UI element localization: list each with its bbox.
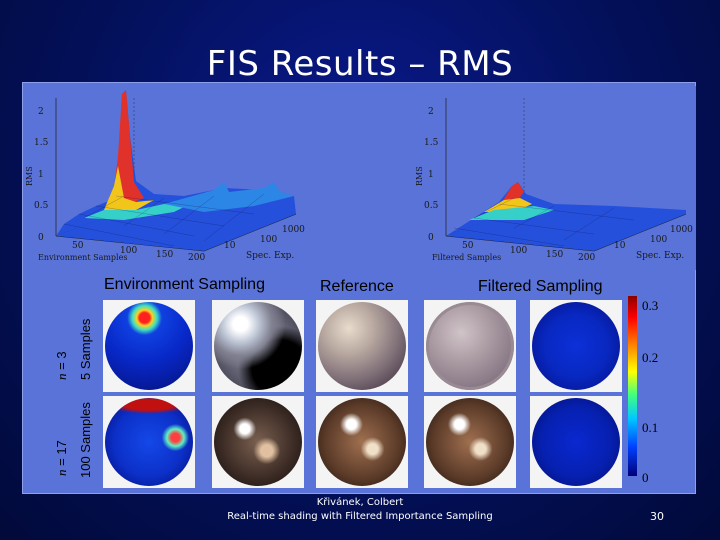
footer-authors: Křivánek, Colbert bbox=[316, 497, 404, 508]
sphere-error-filtered bbox=[532, 398, 620, 486]
footer-paper-title: Real-time shading with Filtered Importan… bbox=[227, 511, 493, 522]
sphere-cell bbox=[424, 300, 516, 392]
column-label-ref: Reference bbox=[320, 278, 394, 295]
z-axis-label: RMS bbox=[25, 166, 34, 186]
sphere-error-filtered bbox=[532, 302, 620, 390]
slide-title: FIS Results – RMS bbox=[206, 44, 514, 84]
sphere-error-env bbox=[105, 302, 193, 390]
row-label-100-samples: 100 Samples bbox=[78, 402, 93, 478]
y-tick: 100 bbox=[650, 235, 667, 245]
sphere-render-filtered bbox=[426, 302, 514, 390]
z-tick: 1 bbox=[428, 170, 434, 180]
page-number: 30 bbox=[650, 510, 664, 523]
y-tick: 1000 bbox=[282, 225, 305, 235]
x-tick: 50 bbox=[462, 241, 474, 251]
plot-env-sampling: 0 0.5 1 1.5 2 RMS 50 100 150 200 Environ… bbox=[24, 86, 306, 270]
sphere-cell bbox=[424, 396, 516, 488]
x-tick: 200 bbox=[578, 253, 595, 263]
z-axis-label: RMS bbox=[415, 166, 424, 186]
plot-filtered-sampling: 0 0.5 1 1.5 2 RMS 50 100 150 200 Filtere… bbox=[414, 86, 696, 270]
x-tick: 150 bbox=[156, 250, 173, 260]
z-tick: 0.5 bbox=[34, 201, 49, 211]
z-tick: 2 bbox=[38, 107, 44, 117]
x-tick: 50 bbox=[72, 241, 84, 251]
x-tick: 100 bbox=[120, 246, 137, 256]
z-tick: 0.5 bbox=[424, 201, 439, 211]
colorbar-tick: 0.3 bbox=[642, 298, 659, 313]
z-tick: 1.5 bbox=[424, 138, 439, 148]
x-axis-label: Environment Samples bbox=[38, 253, 127, 262]
row-label-n17: n = 17 bbox=[54, 440, 70, 476]
z-tick: 1 bbox=[38, 170, 44, 180]
column-label-filtered: Filtered Sampling bbox=[478, 278, 603, 295]
y-axis-label: Spec. Exp. bbox=[636, 251, 684, 261]
z-tick: 2 bbox=[428, 107, 434, 117]
y-axis-label: Spec. Exp. bbox=[246, 251, 294, 261]
sphere-render-env bbox=[214, 302, 302, 390]
colorbar-tick: 0.2 bbox=[642, 350, 659, 365]
z-tick: 0 bbox=[428, 233, 434, 243]
colorbar-tick: 0.1 bbox=[642, 420, 659, 435]
row-label-n-symbol: n bbox=[54, 469, 69, 477]
row-label-n3: n = 3 bbox=[54, 351, 70, 380]
y-tick: 10 bbox=[224, 241, 236, 251]
sphere-render-env bbox=[214, 398, 302, 486]
sphere-render-ref bbox=[318, 398, 406, 486]
colorbar bbox=[628, 296, 637, 476]
colorbar-tick: 0 bbox=[642, 470, 649, 485]
sphere-cell bbox=[316, 300, 408, 392]
row-label-n-symbol: n bbox=[54, 373, 69, 381]
row-label-n-value: = 17 bbox=[54, 440, 69, 470]
column-label-env: Environment Sampling bbox=[104, 276, 265, 293]
row-label-n-value: = 3 bbox=[54, 351, 69, 374]
z-tick: 1.5 bbox=[34, 138, 49, 148]
sphere-cell bbox=[212, 396, 304, 488]
sphere-cell bbox=[316, 396, 408, 488]
x-axis-label: Filtered Samples bbox=[432, 253, 501, 262]
sphere-render-ref bbox=[318, 302, 406, 390]
y-tick: 100 bbox=[260, 235, 277, 245]
z-tick: 0 bbox=[38, 233, 44, 243]
y-tick: 1000 bbox=[670, 225, 693, 235]
x-tick: 100 bbox=[510, 246, 527, 256]
sphere-render-filtered bbox=[426, 398, 514, 486]
sphere-cell bbox=[530, 300, 622, 392]
y-tick: 10 bbox=[614, 241, 626, 251]
x-tick: 200 bbox=[188, 253, 205, 263]
sphere-cell bbox=[530, 396, 622, 488]
sphere-error-env bbox=[105, 398, 193, 486]
sphere-cell bbox=[212, 300, 304, 392]
row-label-5-samples: 5 Samples bbox=[78, 318, 93, 380]
sphere-cell bbox=[103, 396, 195, 488]
sphere-cell bbox=[103, 300, 195, 392]
x-tick: 150 bbox=[546, 250, 563, 260]
